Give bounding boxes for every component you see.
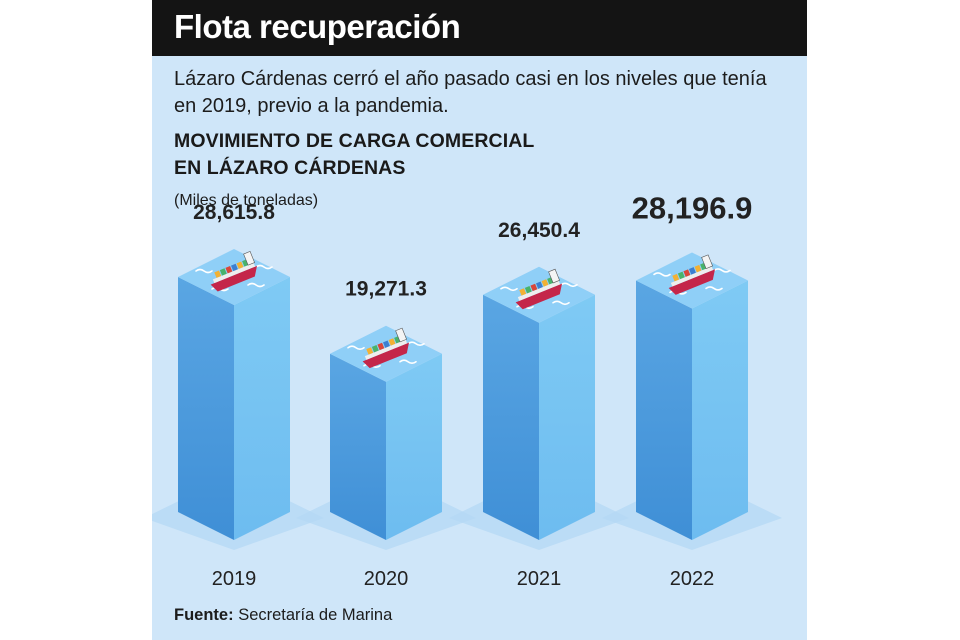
wave-mark bbox=[500, 286, 518, 292]
source-note: Fuente: Secretaría de Marina bbox=[174, 606, 392, 625]
wave-mark bbox=[399, 359, 417, 365]
wave-mark bbox=[195, 268, 213, 274]
bar-right-face bbox=[386, 353, 442, 540]
source-label: Fuente: bbox=[174, 606, 234, 624]
bar-left-face bbox=[636, 280, 692, 540]
units-label: (Miles de toneladas) bbox=[174, 192, 319, 209]
cargo-ship-icon bbox=[515, 268, 563, 310]
bar-group-2019: 28,615.8 2019 bbox=[152, 201, 324, 590]
bar-group-2022: 28,196.9 2022 bbox=[602, 190, 782, 590]
wave-mark bbox=[713, 268, 731, 273]
category-label-2020: 2020 bbox=[364, 568, 409, 590]
wave-mark bbox=[705, 286, 723, 291]
bar-left-face bbox=[178, 277, 234, 540]
value-label-2022: 28,196.9 bbox=[632, 190, 753, 225]
chart-heading-line-2: EN LÁZARO CÁRDENAS bbox=[174, 157, 406, 179]
bar-group-2020: 19,271.3 2020 bbox=[296, 278, 476, 590]
value-label-2019: 28,615.8 bbox=[193, 201, 275, 224]
infographic-panel: Flota recuperación Lázaro Cárdenas cerró… bbox=[152, 0, 807, 640]
bar-right-face bbox=[692, 280, 748, 540]
wave-mark bbox=[560, 282, 578, 288]
wave-mark bbox=[653, 272, 671, 277]
bar-right-face bbox=[539, 294, 595, 540]
cargo-ship-icon bbox=[668, 254, 716, 295]
bar-chart: 28,615.8 2019 19,271.3 2020 26,450.4 2021 28,1… bbox=[152, 190, 782, 590]
subtitle: Lázaro Cárdenas cerró el año pasado casi… bbox=[174, 68, 767, 117]
chart-heading: MOVIMIENTO DE CARGA COMERCIAL EN LÁZARO … bbox=[174, 128, 534, 182]
source-text: Secretaría de Marina bbox=[238, 606, 393, 624]
wave-mark bbox=[552, 300, 570, 306]
value-label-2020: 19,271.3 bbox=[345, 278, 427, 301]
bar-group-2021: 26,450.4 2021 bbox=[449, 219, 629, 590]
wave-mark bbox=[407, 341, 425, 347]
wave-mark bbox=[255, 264, 273, 270]
wave-mark bbox=[247, 282, 265, 288]
title-bar: Flota recuperación bbox=[152, 0, 807, 56]
cargo-ship-icon bbox=[210, 251, 258, 292]
wave-mark bbox=[347, 345, 365, 351]
bar-left-face bbox=[330, 353, 386, 540]
bar-left-face bbox=[483, 294, 539, 540]
category-label-2021: 2021 bbox=[517, 568, 562, 590]
chart-heading-line-1: MOVIMIENTO DE CARGA COMERCIAL bbox=[174, 130, 535, 152]
value-label-2021: 26,450.4 bbox=[498, 219, 580, 242]
cargo-ship-icon bbox=[362, 327, 410, 369]
category-label-2022: 2022 bbox=[670, 568, 715, 590]
bar-right-face bbox=[234, 277, 290, 540]
category-label-2019: 2019 bbox=[212, 568, 257, 590]
page-title: Flota recuperación bbox=[174, 8, 461, 45]
